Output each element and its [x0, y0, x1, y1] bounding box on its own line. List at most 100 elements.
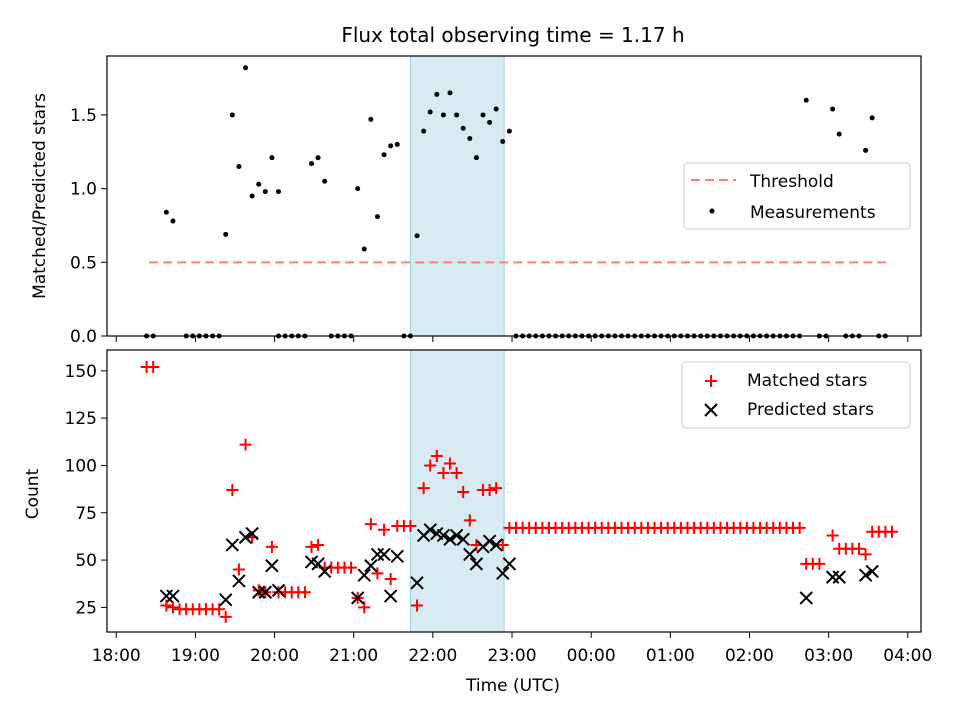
bottom-x-tick-label: 22:00: [408, 646, 457, 666]
measurement-point: [506, 128, 512, 134]
measurement-point: [361, 246, 367, 252]
predicted-star-point: [482, 534, 497, 548]
predicted-star-point: [456, 532, 470, 546]
measurement-point: [427, 109, 433, 115]
predicted-star-point: [443, 532, 457, 546]
predicted-star-point: [364, 559, 378, 573]
predicted-star-point: [265, 559, 279, 573]
matched-star-point: [496, 538, 509, 551]
bottom-y-tick-label: 50: [75, 551, 97, 571]
predicted-stars-points: [159, 523, 879, 607]
predicted-star-point: [258, 585, 273, 599]
measurement-point: [388, 143, 394, 149]
predicted-legend-label: Predicted stars: [747, 400, 874, 420]
matched-star-point: [444, 457, 457, 470]
measurement-point: [493, 106, 499, 112]
matched-star-point: [219, 610, 232, 623]
bottom-x-tick-label: 02:00: [725, 646, 774, 666]
matched-star-point: [852, 542, 865, 555]
measurement-point: [447, 90, 453, 96]
bottom-x-tick-label: 23:00: [488, 646, 537, 666]
measurement-point: [229, 112, 235, 118]
measurement-point: [414, 233, 420, 239]
measurement-point: [460, 125, 466, 131]
matched-star-point: [450, 467, 463, 480]
top-y-axis-label: Matched/Predicted stars: [30, 93, 50, 299]
predicted-star-point: [865, 564, 879, 579]
measurement-point: [869, 115, 875, 121]
predicted-star-point: [436, 528, 451, 543]
bottom-x-tick-label: 20:00: [250, 646, 299, 666]
bottom-legend: Matched stars Predicted stars: [681, 361, 911, 429]
matched-star-point: [424, 459, 437, 472]
bottom-y-tick-label: 100: [65, 456, 97, 476]
measurement-point: [803, 97, 809, 103]
predicted-star-point: [357, 568, 371, 582]
matched-star-point: [885, 525, 898, 538]
matched-star-point: [417, 482, 430, 495]
measurement-point: [315, 155, 321, 161]
predicted-star-point: [317, 564, 332, 579]
measurement-point: [421, 128, 427, 134]
measurements-legend-label: Measurements: [750, 203, 876, 223]
bottom-panel: 25 50 75 100 125 150 18:00 19:00 20:00 21:00 22:00…: [23, 349, 933, 696]
matched-star-point: [345, 561, 358, 574]
predicted-star-point: [832, 570, 846, 584]
bottom-y-tick-label: 25: [75, 598, 97, 618]
measurement-point: [836, 131, 842, 137]
measurement-point: [487, 119, 493, 125]
predicted-star-point: [390, 549, 404, 564]
predicted-star-point: [799, 591, 813, 605]
matched-star-point: [430, 449, 443, 462]
measurement-point: [256, 181, 262, 187]
measurement-point: [236, 164, 242, 170]
predicted-star-point: [166, 589, 180, 603]
predicted-star-point: [469, 557, 484, 571]
measurement-point: [368, 116, 374, 122]
top-legend: Threshold Measurements: [683, 162, 911, 230]
bottom-legend-box: [681, 361, 911, 429]
predicted-star-point: [502, 557, 517, 571]
bottom-axis-ticks: 25 50 75 100 125 150 18:00 19:00 20:00 21:00 22:00…: [65, 362, 933, 666]
matched-star-point: [358, 601, 371, 614]
predicted-star-point: [463, 547, 477, 562]
predicted-star-point: [449, 528, 464, 543]
predicted-star-point: [350, 591, 365, 605]
bottom-x-tick-label: 19:00: [171, 646, 220, 666]
measurement-point: [480, 112, 486, 118]
matched-star-point: [160, 599, 173, 612]
measurement-point: [473, 155, 479, 161]
measurement-point: [381, 152, 387, 158]
predicted-star-point: [410, 576, 424, 590]
top-panel: Flux total observing time = 1.17 h 0.00.…: [30, 23, 922, 347]
threshold-legend-label: Threshold: [749, 172, 834, 192]
top-plot-frame: [106, 55, 922, 337]
predicted-star-point: [489, 538, 503, 552]
bottom-x-tick-label: 18:00: [92, 646, 141, 666]
top-y-tick-label: 1.5: [70, 106, 97, 126]
matched-star-point: [813, 557, 826, 570]
matched-star-point: [305, 540, 318, 553]
matched-star-point: [213, 603, 226, 616]
measurement-point: [262, 189, 268, 195]
top-legend-box: [683, 162, 911, 230]
bottom-x-tick-label: 00:00: [567, 646, 616, 666]
measurement-point: [394, 141, 400, 147]
predicted-star-point: [245, 526, 259, 541]
measurement-point: [467, 136, 473, 142]
bottom-y-tick-label: 125: [65, 409, 97, 429]
measurement-point: [243, 65, 249, 71]
bottom-x-tick-label: 21:00: [329, 646, 378, 666]
measurement-point: [440, 112, 446, 118]
predicted-star-point: [219, 593, 233, 607]
predicted-star-point: [496, 566, 510, 581]
matched-star-point: [404, 520, 417, 533]
matched-star-point: [265, 540, 278, 553]
matched-star-point: [312, 538, 325, 551]
measurement-point: [863, 147, 869, 153]
measurement-point: [434, 91, 440, 97]
measurement-point: [500, 138, 506, 144]
measurement-point: [163, 209, 169, 215]
bottom-plot-frame: [106, 349, 922, 633]
